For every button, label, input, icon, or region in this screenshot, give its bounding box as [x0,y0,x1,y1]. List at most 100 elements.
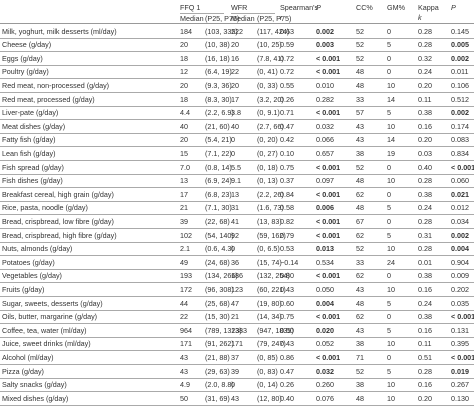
gm-percent: 0 [387,26,391,36]
cc-percent: 52 [356,366,364,376]
spearman-r: 0.71 [280,108,294,118]
food-group: Lean fish (g/day) [2,148,56,158]
spearman-r: 0.50 [280,325,294,335]
row-divider [0,228,474,229]
kappa-value: 0.11 [418,339,432,349]
gm-percent: 10 [387,121,395,131]
ffq-range: (103, 335) [205,26,238,36]
kappa-p-value: 0.021 [451,189,469,199]
gm-percent: 10 [387,176,395,186]
p-value: < 0.001 [316,162,341,172]
header-ffq: FFQ 1 [180,3,201,12]
kappa-p-value: 0.130 [451,393,469,403]
gm-percent: 0 [387,312,391,322]
food-group: Red meat, non-processed (g/day) [2,80,110,90]
p-value: < 0.001 [316,53,341,63]
wfr-median: 0 [231,135,235,145]
ffq-range: (22, 68) [205,216,230,226]
kappa-p-value: 0.009 [451,271,469,281]
wfr-median: 3.8 [231,108,241,118]
p-value: 0.006 [316,203,334,213]
wfr-range: (947, 1835) [257,325,294,335]
ffq-range: (10, 38) [205,40,230,50]
ffq-range: (134, 266) [205,271,238,281]
food-group: Breakfast cereal, high grain (g/day) [2,189,114,199]
cc-percent: 43 [356,325,364,335]
row-divider [0,187,474,189]
cc-percent: 67 [356,216,364,226]
wfr-median: 22 [231,67,239,77]
kappa-value: 0.38 [418,312,432,322]
p-value: 0.010 [316,80,334,90]
spearman-r: 0.79 [280,230,294,240]
ffq-median: 43 [180,352,188,362]
ffq-median: 184 [180,26,192,36]
ffq-range: (7.1, 30) [205,203,232,213]
food-group: Juice, sweet drinks (ml/day) [2,339,91,349]
row-divider [0,336,474,338]
kappa-value: 0.51 [418,352,432,362]
wfr-range: (59, 162) [257,230,286,240]
cc-percent: 62 [356,189,364,199]
gm-percent: 5 [387,325,391,335]
cc-percent: 48 [356,176,364,186]
p-value: < 0.001 [316,312,341,322]
ffq-range: (15, 30) [205,312,230,322]
gm-percent: 0 [387,189,391,199]
wfr-median: 171 [231,339,243,349]
food-group: Eggs (g/day) [2,53,43,63]
wfr-median: 5.5 [231,162,241,172]
wfr-median: 37 [231,352,239,362]
cc-percent: 38 [356,339,364,349]
cc-percent: 43 [356,284,364,294]
ffq-median: 4.9 [180,380,190,390]
ffq-range: (54, 140) [205,230,234,240]
p-value: < 0.001 [316,216,341,226]
wfr-range: (0, 33) [257,80,278,90]
spearman-r: 0.86 [280,352,294,362]
p-value: < 0.001 [316,230,341,240]
cc-percent: 48 [356,393,364,403]
spearman-r: 0.26 [280,380,294,390]
kappa-value: 0.11 [418,94,432,104]
row-divider [0,268,474,270]
spearman-r: 0.47 [280,121,294,131]
food-group: Rice, pasta, noodle (g/day) [2,203,88,213]
spearman-r: 0.43 [280,339,294,349]
ffq-median: 40 [180,121,188,131]
cc-percent: 62 [356,312,364,322]
food-group: Salty snacks (g/day) [2,380,67,390]
spearman-r: 0.58 [280,203,294,213]
spearman-r: 0.10 [280,148,294,158]
kappa-p-value: 0.002 [451,53,469,63]
ffq-range: (0.6, 4.3) [205,244,234,254]
food-group: Oils, butter, margarine (g/day) [2,312,98,322]
gm-percent: 10 [387,380,395,390]
wfr-median: 41 [231,216,239,226]
wfr-range: (0, 18) [257,162,278,172]
kappa-value: 0.16 [418,325,432,335]
wfr-median: 222 [231,26,243,36]
row-divider [0,173,474,175]
ffq-range: (91, 262) [205,339,234,349]
food-group: Potatoes (g/day) [2,257,55,267]
kappa-p-value: 0.267 [451,380,469,390]
header-cc: CC% [356,3,373,12]
header-median-ffq: Median [180,14,204,23]
wfr-range: (1.6, 73) [257,203,284,213]
wfr-range: (132, 254) [257,271,290,281]
kappa-p-value: 0.904 [451,257,469,267]
p-value: 0.097 [316,176,334,186]
gm-percent: 5 [387,108,391,118]
gm-percent: 14 [387,94,395,104]
wfr-range: (117, 424) [257,26,290,36]
spearman-r: −0.14 [280,257,299,267]
p-value: < 0.001 [316,189,341,199]
ffq-range: (6.9, 24) [205,176,232,186]
ffq-median: 2.1 [180,244,190,254]
food-group: Pizza (g/day) [2,366,44,376]
gm-percent: 5 [387,298,391,308]
ffq-median: 39 [180,216,188,226]
wfr-range: (12, 80) [257,393,282,403]
p-value: 0.003 [316,40,334,50]
